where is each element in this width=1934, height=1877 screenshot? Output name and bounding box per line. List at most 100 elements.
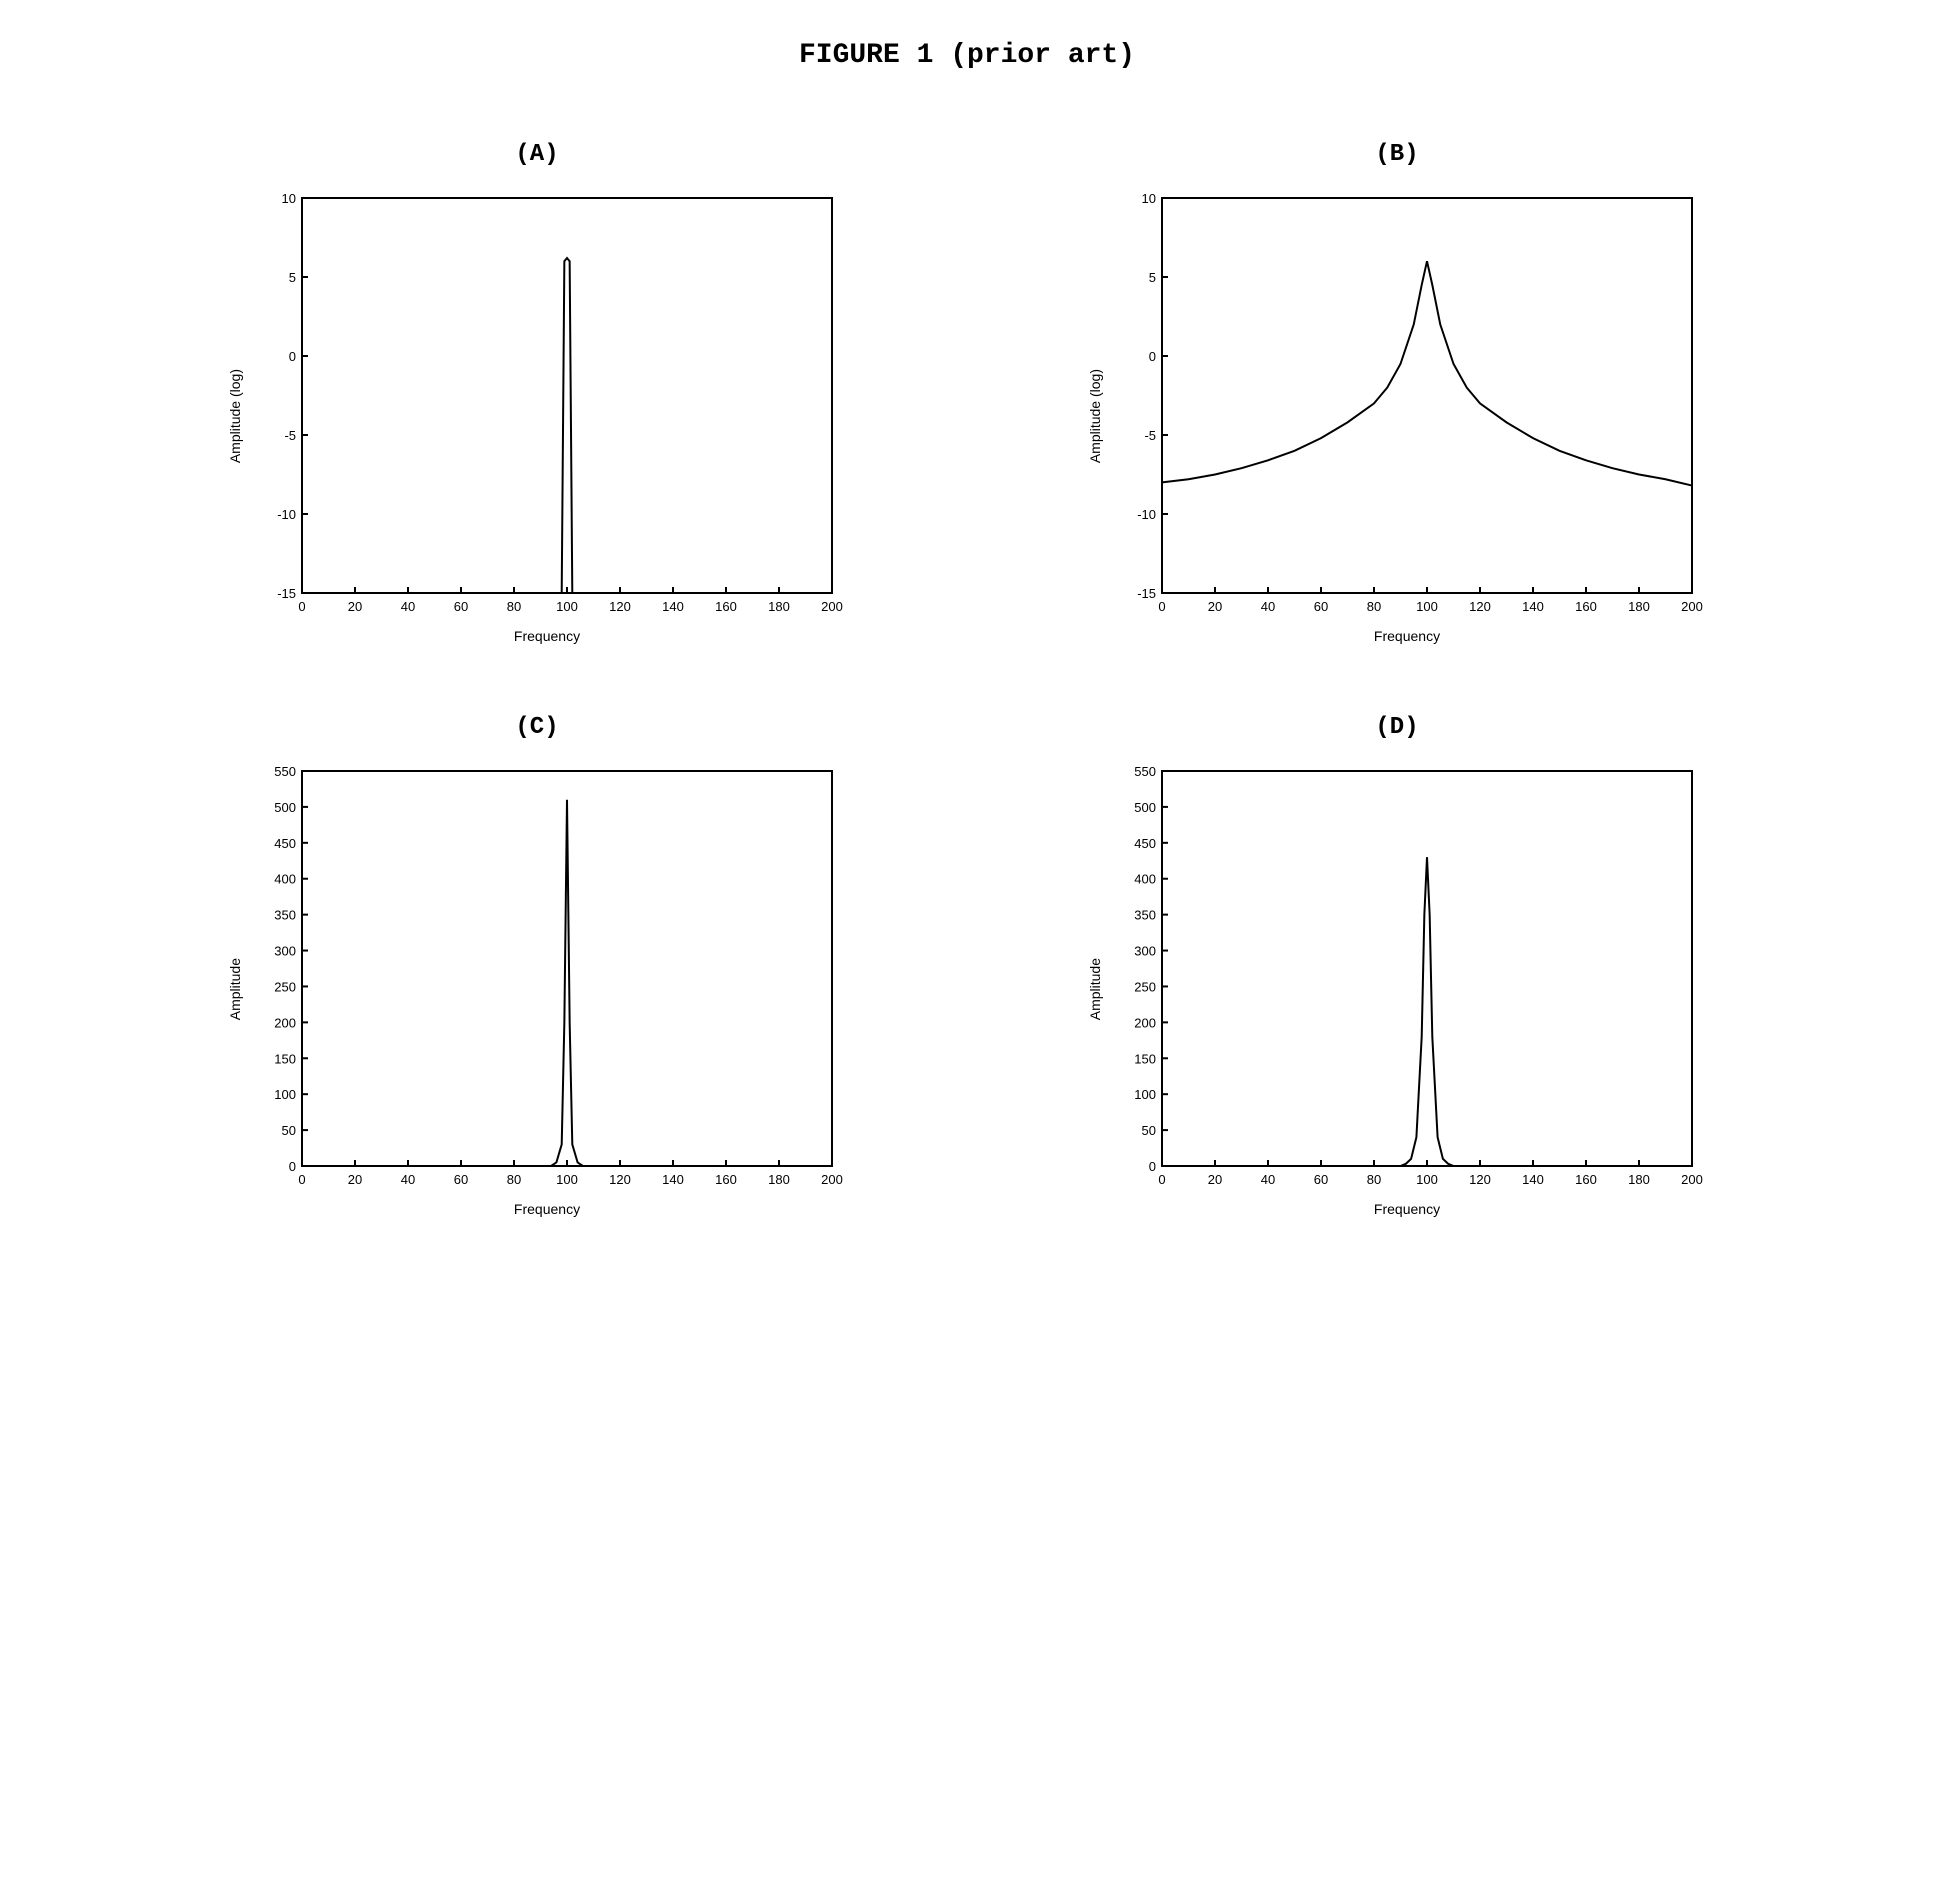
svg-text:0: 0: [1158, 1172, 1165, 1187]
svg-text:40: 40: [401, 1172, 415, 1187]
svg-text:100: 100: [556, 599, 578, 614]
panel-A-ylabel: Amplitude (log): [227, 369, 243, 463]
svg-text:450: 450: [1134, 836, 1156, 851]
svg-text:10: 10: [1142, 191, 1156, 206]
svg-text:80: 80: [507, 1172, 521, 1187]
panel-D-label: (D): [1375, 714, 1418, 741]
svg-text:-10: -10: [1137, 507, 1156, 522]
svg-text:500: 500: [1134, 800, 1156, 815]
svg-text:350: 350: [274, 908, 296, 923]
svg-text:0: 0: [298, 1172, 305, 1187]
svg-text:-5: -5: [284, 428, 296, 443]
svg-text:5: 5: [289, 270, 296, 285]
panel-C-ylabel: Amplitude: [227, 958, 243, 1020]
panel-C-svg: 0 20 40 60 80 100 120 140 160 180 200 0 50 100 150 200 2…: [247, 761, 847, 1201]
svg-text:5: 5: [1149, 270, 1156, 285]
svg-text:550: 550: [1134, 764, 1156, 779]
svg-text:180: 180: [1628, 1172, 1650, 1187]
svg-text:0: 0: [1149, 1159, 1156, 1174]
svg-text:100: 100: [556, 1172, 578, 1187]
svg-text:140: 140: [1522, 599, 1544, 614]
panel-A-svg: 0 20 40 60 80 100 120 140 160 180 200 -15 -10 -5 0 5 10: [247, 188, 847, 628]
svg-text:100: 100: [1416, 1172, 1438, 1187]
svg-text:140: 140: [1522, 1172, 1544, 1187]
svg-text:50: 50: [1142, 1123, 1156, 1138]
svg-text:250: 250: [274, 979, 296, 994]
svg-text:500: 500: [274, 800, 296, 815]
svg-text:80: 80: [507, 599, 521, 614]
svg-text:200: 200: [1134, 1015, 1156, 1030]
panel-D-xlabel: Frequency: [1374, 1201, 1440, 1217]
svg-text:200: 200: [1681, 599, 1703, 614]
svg-text:200: 200: [821, 599, 843, 614]
svg-text:50: 50: [282, 1123, 296, 1138]
svg-text:-5: -5: [1144, 428, 1156, 443]
svg-text:20: 20: [1208, 1172, 1222, 1187]
svg-text:180: 180: [768, 599, 790, 614]
svg-text:60: 60: [1314, 1172, 1328, 1187]
svg-text:60: 60: [1314, 599, 1328, 614]
svg-text:100: 100: [274, 1087, 296, 1102]
svg-text:60: 60: [454, 599, 468, 614]
svg-text:200: 200: [1681, 1172, 1703, 1187]
svg-text:100: 100: [1416, 599, 1438, 614]
panel-A-label: (A): [515, 141, 558, 168]
panel-B-xlabel: Frequency: [1374, 628, 1440, 644]
svg-text:120: 120: [609, 599, 631, 614]
svg-text:400: 400: [1134, 872, 1156, 887]
svg-text:150: 150: [274, 1051, 296, 1066]
svg-text:60: 60: [454, 1172, 468, 1187]
svg-text:400: 400: [274, 872, 296, 887]
svg-text:140: 140: [662, 599, 684, 614]
svg-text:0: 0: [298, 599, 305, 614]
panel-D-ylabel: Amplitude: [1087, 958, 1103, 1020]
svg-text:140: 140: [662, 1172, 684, 1187]
svg-text:160: 160: [1575, 599, 1597, 614]
svg-text:0: 0: [1158, 599, 1165, 614]
svg-text:-10: -10: [277, 507, 296, 522]
svg-text:0: 0: [289, 349, 296, 364]
svg-text:40: 40: [401, 599, 415, 614]
panel-A: (A) Amplitude (log) 02040608010012014016…: [167, 101, 907, 644]
panel-B-ylabel: Amplitude (log): [1087, 369, 1103, 463]
panel-B-label: (B): [1375, 141, 1418, 168]
svg-text:80: 80: [1367, 599, 1381, 614]
svg-text:40: 40: [1261, 599, 1275, 614]
figure-title: FIGURE 1 (prior art): [40, 40, 1894, 71]
svg-text:300: 300: [274, 944, 296, 959]
panel-C-label: (C): [515, 714, 558, 741]
svg-text:-15: -15: [277, 586, 296, 601]
svg-text:200: 200: [274, 1015, 296, 1030]
svg-text:40: 40: [1261, 1172, 1275, 1187]
svg-text:150: 150: [1134, 1051, 1156, 1066]
panel-C-xlabel: Frequency: [514, 1201, 580, 1217]
panel-C: (C) Amplitude 0 20 40 60 80 100 120 140 160 180 20…: [167, 674, 907, 1217]
svg-text:350: 350: [1134, 908, 1156, 923]
svg-text:160: 160: [715, 599, 737, 614]
chart-grid: (A) Amplitude (log) 02040608010012014016…: [167, 101, 1767, 1277]
svg-text:160: 160: [1575, 1172, 1597, 1187]
svg-text:200: 200: [821, 1172, 843, 1187]
svg-text:20: 20: [348, 599, 362, 614]
panel-B: (B) Amplitude (log) 02040608010012014016…: [1027, 101, 1767, 644]
panel-D-svg: 0204060801001201401601802000501001502002…: [1107, 761, 1707, 1201]
svg-text:160: 160: [715, 1172, 737, 1187]
svg-text:10: 10: [282, 191, 296, 206]
svg-text:0: 0: [1149, 349, 1156, 364]
svg-text:550: 550: [274, 764, 296, 779]
svg-text:180: 180: [768, 1172, 790, 1187]
svg-text:20: 20: [348, 1172, 362, 1187]
panel-D: (D) Amplitude 02040608010012014016018020…: [1027, 674, 1767, 1217]
svg-text:450: 450: [274, 836, 296, 851]
panel-A-xlabel: Frequency: [514, 628, 580, 644]
svg-text:-15: -15: [1137, 586, 1156, 601]
svg-text:0: 0: [289, 1159, 296, 1174]
svg-text:300: 300: [1134, 944, 1156, 959]
svg-text:250: 250: [1134, 979, 1156, 994]
svg-text:120: 120: [1469, 599, 1491, 614]
panel-B-svg: 020406080100120140160180200-15-10-50510: [1107, 188, 1707, 628]
svg-text:100: 100: [1134, 1087, 1156, 1102]
svg-text:20: 20: [1208, 599, 1222, 614]
svg-text:120: 120: [1469, 1172, 1491, 1187]
svg-text:120: 120: [609, 1172, 631, 1187]
